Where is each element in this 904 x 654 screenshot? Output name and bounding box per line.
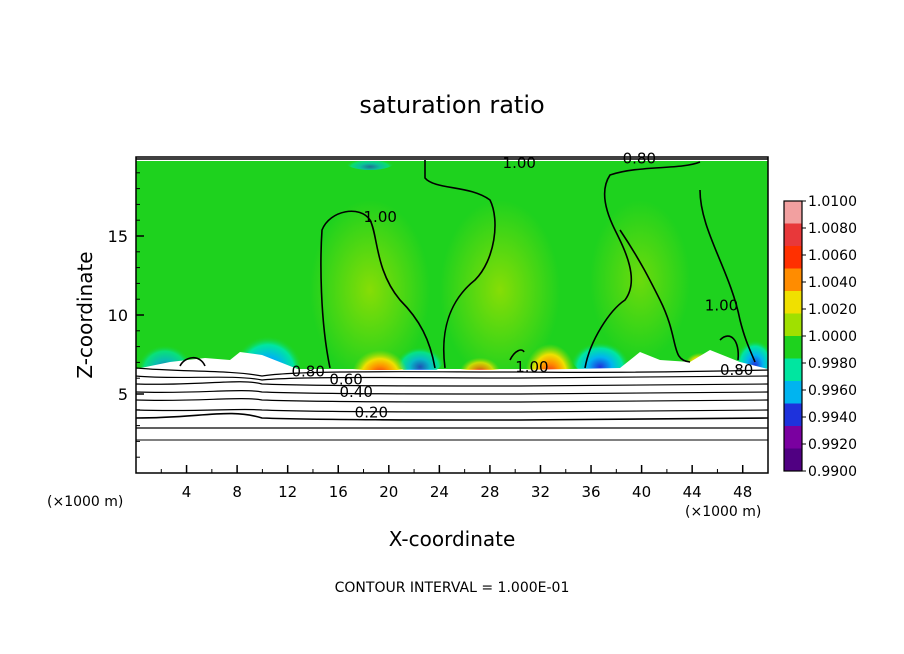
colorbar-swatch — [784, 201, 802, 224]
contour-label: 1.00 — [515, 358, 548, 376]
colorbar-label: 1.0020 — [808, 302, 857, 318]
colorbar-label: 0.9920 — [808, 437, 857, 453]
x-tick-label: 48 — [733, 483, 752, 501]
x-axis-label: X-coordinate — [389, 527, 516, 551]
colorbar-label: 1.0060 — [808, 248, 857, 264]
colorbar-label: 0.9940 — [808, 410, 857, 426]
x-unit-label-right: (×1000 m) — [685, 504, 761, 520]
x-tick-label: 24 — [430, 483, 449, 501]
colorbar-label: 0.9980 — [808, 356, 857, 372]
contour-label: 0.20 — [355, 404, 388, 422]
field-patch — [310, 200, 430, 380]
colorbar-label: 0.9960 — [808, 383, 857, 399]
y-tick-label: 10 — [108, 306, 128, 325]
colorbar-label: 1.0040 — [808, 275, 857, 291]
x-tick-label: 4 — [182, 483, 192, 501]
y-axis-label: Z-coordinate — [73, 251, 97, 378]
x-tick-label: 20 — [379, 483, 398, 501]
colorbar-swatch — [784, 246, 802, 269]
contour-label: 0.60 — [329, 371, 362, 389]
colorbar-label: 1.0080 — [808, 221, 857, 237]
contour-labels: 1.00 1.00 0.80 1.00 1.00 0.80 0.600.40 0.20 0.80 — [291, 149, 753, 422]
field-patch — [440, 200, 560, 380]
x-tick-label: 16 — [329, 483, 348, 501]
colorbar-swatch — [784, 426, 802, 449]
colorbar-swatch — [784, 268, 802, 291]
x-tick-label: 32 — [531, 483, 550, 501]
x-axis: 4 8 12 16 20 24 28 32 36 40 44 48 — [160, 465, 752, 501]
contour-label: 1.00 — [705, 296, 738, 314]
colorbar-label: 1.0100 — [808, 194, 857, 210]
contour-interval-note: CONTOUR INTERVAL = 1.000E-01 — [335, 580, 570, 596]
contour-label: 0.80 — [623, 149, 656, 167]
y-axis: 5 10 15 — [108, 172, 144, 458]
x-unit-label-left: (×1000 m) — [47, 494, 123, 510]
field-patch — [590, 200, 690, 360]
colorbar-swatch — [784, 336, 802, 359]
heatmap-field — [136, 157, 768, 473]
colorbar-label: 0.9900 — [808, 464, 857, 480]
contour-label: 1.00 — [364, 208, 397, 226]
x-tick-label: 8 — [232, 483, 242, 501]
x-tick-label: 44 — [683, 483, 702, 501]
chart-title: saturation ratio — [359, 91, 544, 119]
x-tick-label: 40 — [632, 483, 651, 501]
contour-lines — [136, 158, 768, 441]
y-tick-label: 5 — [118, 385, 128, 404]
colorbar-swatch — [784, 291, 802, 314]
y-tick-label: 15 — [108, 227, 128, 246]
contour-label: 0.80 — [291, 363, 324, 381]
colorbar-swatch — [784, 403, 802, 426]
x-tick-label: 28 — [480, 483, 499, 501]
colorbar-swatch — [784, 448, 802, 471]
colorbar-swatch — [784, 381, 802, 404]
colorbar-swatch — [784, 358, 802, 381]
colorbar: 1.0100 1.0080 1.0060 1.0040 1.0020 1.0000 0.99… — [783, 194, 857, 480]
contour-label: 0.80 — [720, 361, 753, 379]
x-tick-label: 12 — [278, 483, 297, 501]
cold-patch — [735, 325, 768, 375]
x-tick-label: 36 — [581, 483, 600, 501]
colorbar-swatch — [784, 313, 802, 336]
colorbar-swatch — [784, 223, 802, 246]
colorbar-label: 1.0000 — [808, 329, 857, 345]
contour-label: 0.40 — [340, 383, 373, 401]
contour-label: 1.00 — [503, 154, 536, 172]
